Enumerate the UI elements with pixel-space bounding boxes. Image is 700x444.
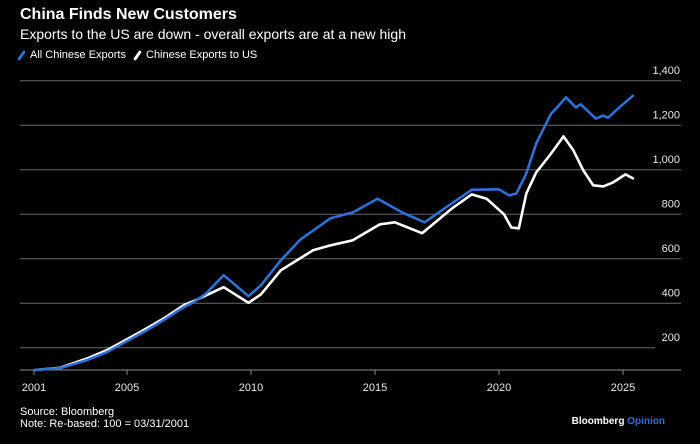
y-tick-label: 1,000 (652, 154, 680, 166)
y-tick-label: 800 (662, 198, 680, 210)
chart-title: China Finds New Customers (20, 6, 237, 23)
brand-section: Opinion (627, 416, 665, 427)
x-tick-label: 2005 (115, 382, 139, 394)
chart-subtitle: Exports to the US are down - overall exp… (20, 26, 406, 42)
y-tick-label: 1,400 (652, 65, 680, 77)
y-tick-label: 200 (662, 332, 680, 344)
x-tick-label: 2001 (22, 382, 46, 394)
y-tick-label: 400 (662, 287, 680, 299)
x-tick-label: 2025 (611, 382, 635, 394)
legend: All Chinese Exports Chinese Exports to U… (17, 49, 258, 61)
series-line-all-chinese-exports (33, 94, 635, 372)
series-line-exports-to-us (33, 135, 635, 372)
y-tick-label: 1,200 (652, 109, 680, 121)
brand-logo: Bloomberg Opinion (572, 416, 665, 427)
source-note: Source: Bloomberg (20, 406, 115, 418)
legend-item-all-exports: All Chinese Exports (17, 49, 126, 61)
x-tick-label: 2010 (239, 382, 263, 394)
rebase-note: Note: Re-based: 100 = 03/31/2001 (20, 418, 190, 430)
legend-label: All Chinese Exports (30, 49, 126, 61)
x-tick-label: 2015 (363, 382, 387, 394)
footer: Source: Bloomberg Note: Re-based: 100 = … (20, 406, 189, 430)
legend-label: Chinese Exports to US (146, 49, 258, 61)
x-tick-label: 2020 (487, 382, 511, 394)
legend-item-us-exports: Chinese Exports to US (133, 49, 258, 61)
brand-name: Bloomberg (571, 416, 625, 427)
y-tick-label: 600 (662, 243, 680, 255)
